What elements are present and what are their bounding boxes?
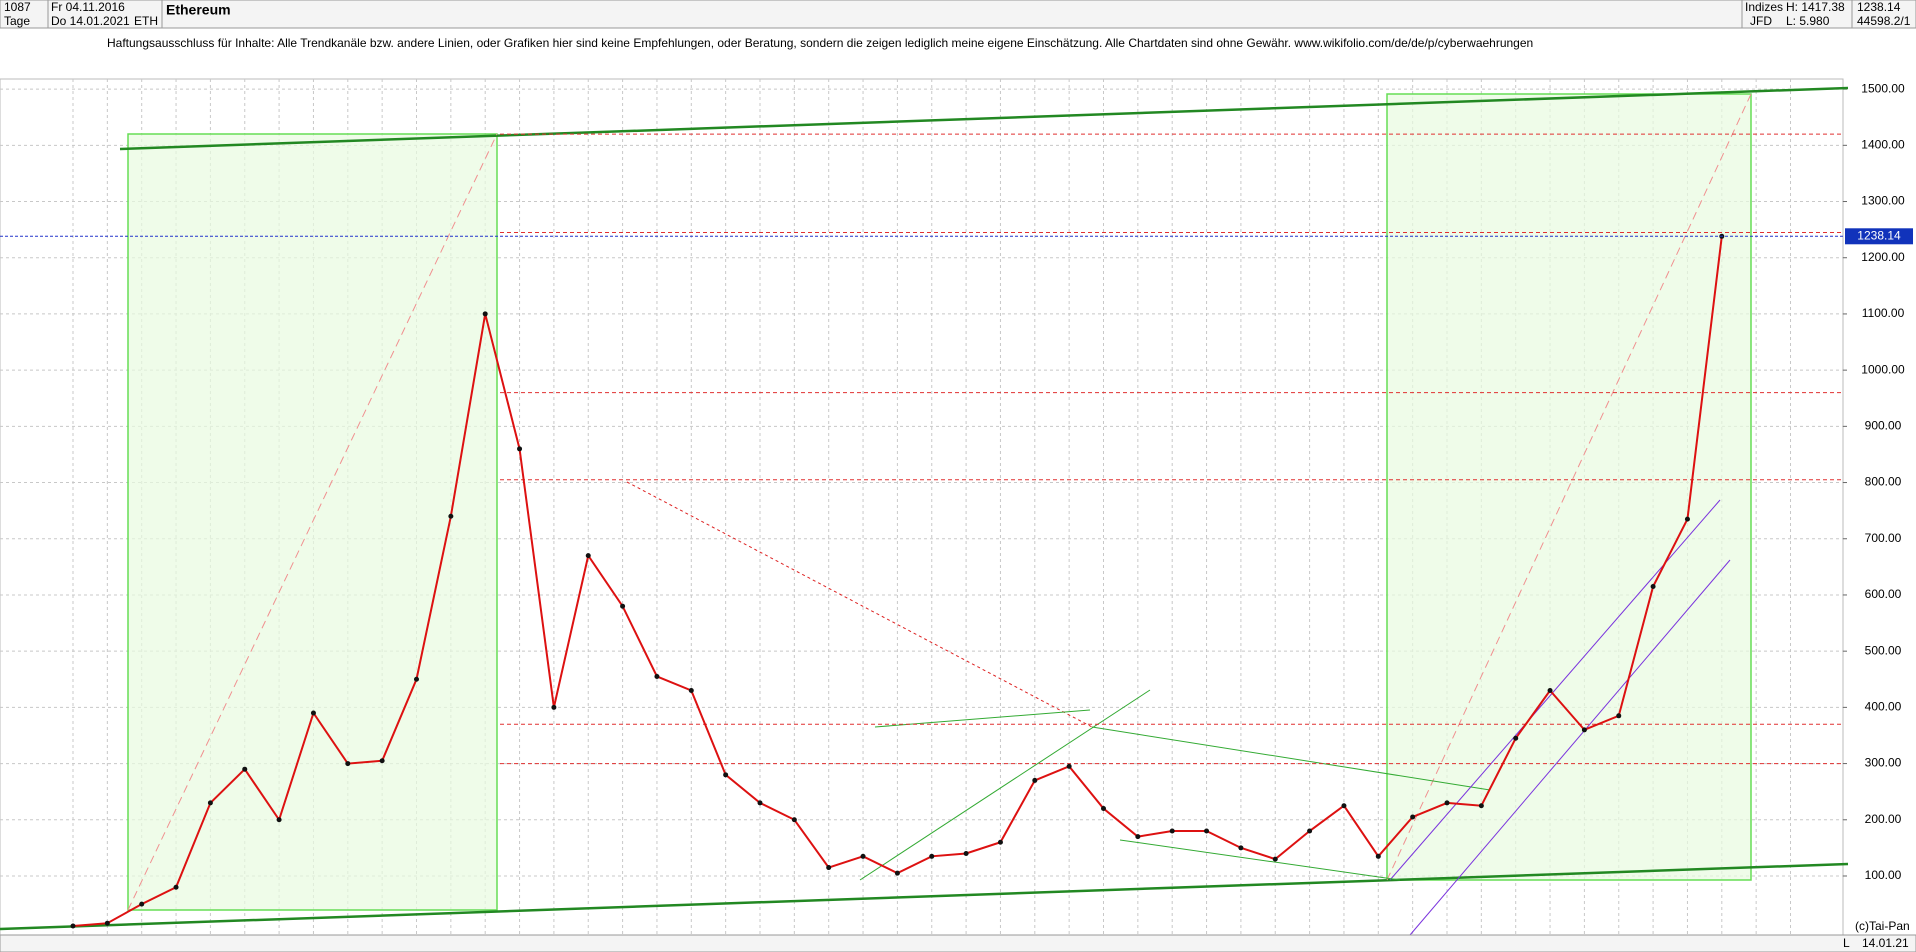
y-tick-label: 300.00 [1865,756,1902,770]
price-point [551,704,557,710]
price-point [1478,803,1484,809]
low: L: 5.980 [1786,14,1830,28]
price-point [1032,777,1038,783]
scale-mode[interactable]: L [1843,936,1850,950]
price-point [482,311,488,317]
end-date: 14.01.21 [1862,936,1909,950]
price-point [1238,845,1244,851]
price-point [448,513,454,519]
y-tick-label: 1400.00 [1861,137,1905,151]
header-bar [0,0,1916,29]
price-point [1410,814,1416,820]
high: H: 1417.38 [1786,0,1845,14]
price-point [207,800,213,806]
trend-line [0,862,1849,931]
price-point [860,853,866,859]
price-point [826,865,832,871]
price-point [757,800,763,806]
price-point [517,446,523,452]
price-point [688,688,694,694]
price-point [997,839,1003,845]
y-tick-label: 1000.00 [1861,362,1905,376]
y-tick-label: 900.00 [1865,419,1902,433]
to-date: Do 14.01.2021 [51,14,130,28]
from-date: Fr 04.11.2016 [51,0,125,14]
disclaimer: Haftungsausschluss für Inhalte: Alle Tre… [107,36,1533,50]
price-point [963,851,969,857]
price-point [1581,727,1587,733]
period[interactable]: Tage [4,14,30,28]
price-point [1341,803,1347,809]
price-point [1307,828,1313,834]
price-point [310,710,316,716]
price-point [1513,735,1519,741]
price-point [1272,856,1278,862]
price-point [1135,834,1141,840]
last-price-box [1845,228,1913,245]
price-point [1375,853,1381,859]
volume: 44598.2/1 [1857,14,1911,28]
price-point [791,817,797,823]
trend-line [1386,93,1752,881]
y-tick-label: 200.00 [1865,812,1902,826]
price-point [1444,800,1450,806]
y-tick-label: 400.00 [1865,700,1902,714]
price-point [1101,806,1106,812]
symbol: ETH [134,14,158,28]
price-point [379,758,385,764]
price-point [1204,828,1210,834]
y-tick-label: 800.00 [1865,475,1902,489]
y-tick-label: 1100.00 [1862,306,1905,320]
chart-title: Ethereum [166,2,231,18]
price-point [104,920,110,926]
y-tick-label: 100.00 [1865,868,1902,882]
price-point [585,553,591,559]
y-tick-label: 600.00 [1865,587,1902,601]
price-point [654,673,660,679]
trend-line [874,709,1091,728]
price-point [276,817,282,823]
count[interactable]: 1087 [4,0,31,14]
x-axis-band [0,934,1916,952]
group: Indizes [1745,0,1783,14]
trend-line [1409,559,1731,936]
price-point [345,761,351,767]
price-point [1650,584,1656,590]
trend-line [1119,839,1401,881]
y-tick-label: 500.00 [1865,643,1902,657]
price-point [139,901,145,907]
price-point [242,766,248,772]
trend-line [1091,726,1491,791]
trend-line [859,689,1151,881]
price-point [1169,828,1175,834]
price-point [894,870,900,876]
last-price: 1238.14 [1857,0,1901,14]
price-point [1066,763,1072,769]
y-tick-label: 1200.00 [1861,250,1905,264]
price-point [929,853,935,859]
trend-line [119,86,1849,151]
price-point [1616,713,1622,719]
last-price-label: 1238.14 [1857,228,1901,242]
trend-line [127,133,498,911]
price-point [620,603,626,609]
price-point [173,884,179,890]
copyright: (c)Tai-Pan [1855,919,1910,933]
source: JFD [1750,14,1772,28]
price-point [414,676,419,682]
price-point [1684,516,1690,522]
price-point [723,772,729,778]
price-point [70,923,76,929]
y-tick-label: 700.00 [1865,531,1902,545]
price-point [1547,688,1553,694]
y-tick-label: 1300.00 [1861,194,1905,208]
y-tick-label: 1500.00 [1861,81,1905,95]
